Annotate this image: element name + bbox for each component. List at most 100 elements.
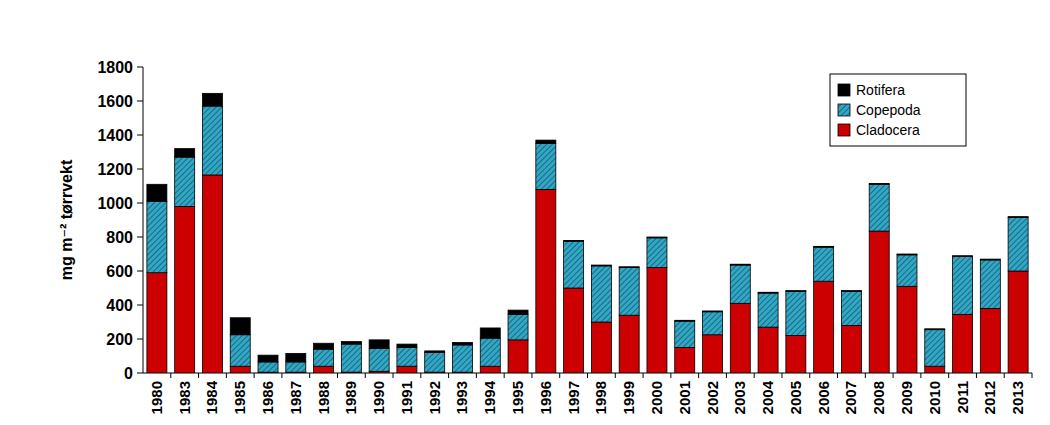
bar-segment	[314, 343, 334, 349]
legend-swatch	[838, 84, 850, 96]
x-tick	[726, 373, 727, 378]
x-tick	[948, 373, 949, 378]
bar-segment	[619, 268, 639, 316]
bar-segment	[980, 260, 1000, 308]
y-tick-label: 400	[106, 297, 133, 314]
x-tick-label: 2006	[815, 381, 832, 414]
x-tick-label: 1995	[509, 381, 526, 414]
bar-segment	[675, 321, 695, 347]
x-tick	[504, 373, 505, 378]
bar-segment	[814, 247, 834, 281]
legend: RotiferaCopepodaCladocera	[830, 74, 966, 146]
bar-segment	[452, 342, 472, 345]
x-tick-label: 1991	[398, 381, 415, 414]
bar-segment	[953, 257, 973, 315]
bar-segment	[397, 348, 417, 367]
bars	[147, 93, 1028, 373]
bar-segment	[175, 149, 195, 158]
x-tick	[198, 373, 199, 378]
bar-segment	[980, 259, 1000, 261]
x-tick	[809, 373, 810, 378]
x-tick-label: 1990	[370, 381, 387, 414]
bar-segment	[841, 290, 861, 292]
bar-segment	[564, 241, 584, 288]
bar-segment	[814, 281, 834, 373]
y-axis	[143, 67, 144, 373]
bar-segment	[1008, 217, 1028, 271]
x-tick-label: 1986	[259, 381, 276, 414]
y-axis-label: mg m⁻² tørrvekt	[58, 159, 75, 280]
bar-segment	[869, 184, 889, 231]
bar-segment	[647, 268, 667, 373]
x-tick	[170, 373, 171, 378]
bar-segment	[147, 184, 167, 201]
bar-segment	[230, 366, 250, 373]
x-tick	[531, 373, 532, 378]
x-tick-label: 2000	[648, 381, 665, 414]
x-tick-label: 1998	[592, 381, 609, 414]
x-tick-label: 2008	[870, 381, 887, 414]
bar-segment	[758, 293, 778, 327]
bar-segment	[536, 144, 556, 190]
bar-segment	[925, 366, 945, 373]
bar-segment	[591, 322, 611, 373]
bar-segment	[675, 320, 695, 322]
bar-segment	[897, 286, 917, 373]
y-tick	[137, 101, 143, 102]
bar-segment	[703, 335, 723, 373]
legend-label: Rotifera	[856, 82, 905, 98]
bar-segment	[1008, 271, 1028, 373]
x-tick-label: 2009	[898, 381, 915, 414]
bar-segment	[202, 93, 222, 106]
bar-segment	[591, 266, 611, 322]
bar-segment	[425, 351, 445, 353]
bar-segment	[147, 201, 167, 272]
y-tick-label: 1400	[97, 127, 133, 144]
x-tick	[1004, 373, 1005, 378]
x-tick-label: 1983	[176, 381, 193, 414]
x-tick-label: 2012	[981, 381, 998, 414]
x-tick-label: 1985	[231, 381, 248, 414]
x-tick-label: 1993	[453, 381, 470, 414]
x-tick-label: 2003	[731, 381, 748, 414]
y-tick-label: 0	[124, 365, 133, 382]
bar-segment	[258, 355, 278, 362]
y-tick	[137, 67, 143, 68]
bar-segment	[480, 328, 500, 338]
x-tick	[587, 373, 588, 378]
bar-segment	[786, 291, 806, 335]
x-tick	[337, 373, 338, 378]
y-tick-label: 800	[106, 229, 133, 246]
bar-segment	[397, 366, 417, 373]
bar-segment	[814, 246, 834, 248]
x-tick	[643, 373, 644, 378]
bar-segment	[869, 231, 889, 373]
chart: 020040060080010001200140016001800mg m⁻² …	[0, 0, 1050, 425]
bar-segment	[202, 106, 222, 175]
x-tick-label: 2011	[954, 381, 971, 414]
y-tick	[137, 135, 143, 136]
x-tick	[976, 373, 977, 378]
bar-segment	[647, 238, 667, 268]
bar-segment	[425, 353, 445, 373]
bar-segment	[953, 314, 973, 373]
x-tick	[893, 373, 894, 378]
bar-segment	[703, 312, 723, 335]
bar-segment	[925, 330, 945, 367]
bar-segment	[147, 273, 167, 373]
bar-segment	[730, 265, 750, 303]
bar-segment	[897, 255, 917, 286]
x-tick-label: 1994	[481, 380, 498, 414]
x-tick-label: 1996	[537, 381, 554, 414]
bar-segment	[175, 206, 195, 373]
bar-segment	[369, 348, 389, 371]
bar-segment	[786, 336, 806, 373]
x-tick-label: 1999	[620, 381, 637, 414]
x-tick	[365, 373, 366, 378]
bar-segment	[675, 348, 695, 374]
legend-swatch	[838, 124, 850, 136]
x-tick-label: 1987	[287, 381, 304, 414]
x-tick-label: 1997	[565, 381, 582, 414]
bar-segment	[564, 240, 584, 242]
bar-segment	[980, 308, 1000, 373]
